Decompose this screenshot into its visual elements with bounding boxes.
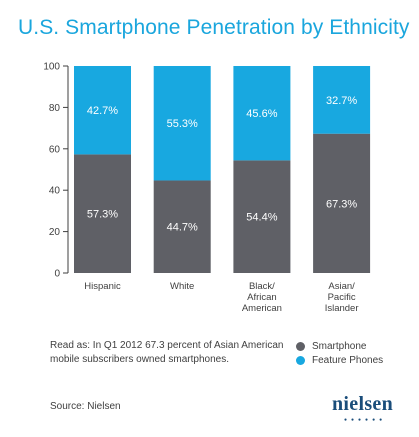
legend-label-smartphone: Smartphone <box>312 340 367 352</box>
data-label-smartphone: 67.3% <box>326 198 357 210</box>
legend-item-smartphone: Smartphone <box>296 339 383 353</box>
data-label-smartphone: 44.7% <box>167 222 198 234</box>
x-category-label: African <box>247 292 277 303</box>
bar-smartphone <box>74 154 131 273</box>
bar-feature-phones <box>313 66 371 134</box>
legend-swatch-smartphone <box>296 341 305 351</box>
x-category-label: Pacific <box>328 292 356 303</box>
x-category-label: White <box>170 281 194 292</box>
data-label-feature-phones: 55.3% <box>167 118 198 130</box>
legend: Smartphone Feature Phones <box>296 339 383 367</box>
data-label-smartphone: 57.3% <box>87 209 118 221</box>
x-category-label: Hispanic <box>84 281 121 292</box>
data-label-feature-phones: 45.6% <box>246 108 277 120</box>
y-tick-label: 60 <box>49 144 61 155</box>
y-tick-label: 100 <box>43 62 60 73</box>
legend-item-feature-phones: Feature Phones <box>296 353 383 367</box>
y-tick-label: 40 <box>49 186 61 197</box>
y-tick-label: 80 <box>49 103 61 114</box>
data-label-feature-phones: 42.7% <box>87 105 118 117</box>
data-label-feature-phones: 32.7% <box>326 95 357 107</box>
bar-feature-phones <box>153 66 211 181</box>
y-tick-label: 0 <box>54 269 60 280</box>
x-category-label: American <box>242 303 282 314</box>
nielsen-logo-dots: ●●●●●● <box>344 417 387 423</box>
chart-title: U.S. Smartphone Penetration by Ethnicity <box>18 16 410 39</box>
bar-feature-phones <box>233 66 291 161</box>
x-category-label: Islander <box>325 303 359 314</box>
read-as-note: Read as: In Q1 2012 67.3 percent of Asia… <box>50 340 284 365</box>
bar-feature-phones <box>74 66 131 155</box>
nielsen-logo: nielsen <box>332 393 393 415</box>
x-category-label: Black/ <box>249 281 275 292</box>
legend-label-feature-phones: Feature Phones <box>312 354 384 366</box>
bar-smartphone <box>313 133 371 273</box>
bar-smartphone <box>233 160 291 273</box>
y-tick-label: 20 <box>49 227 61 238</box>
source-text: Source: Nielsen <box>50 401 121 412</box>
data-label-smartphone: 54.4% <box>246 212 277 224</box>
x-category-label: Asian/ <box>328 281 355 292</box>
bar-smartphone <box>153 180 211 273</box>
legend-swatch-feature-phones <box>296 355 305 365</box>
